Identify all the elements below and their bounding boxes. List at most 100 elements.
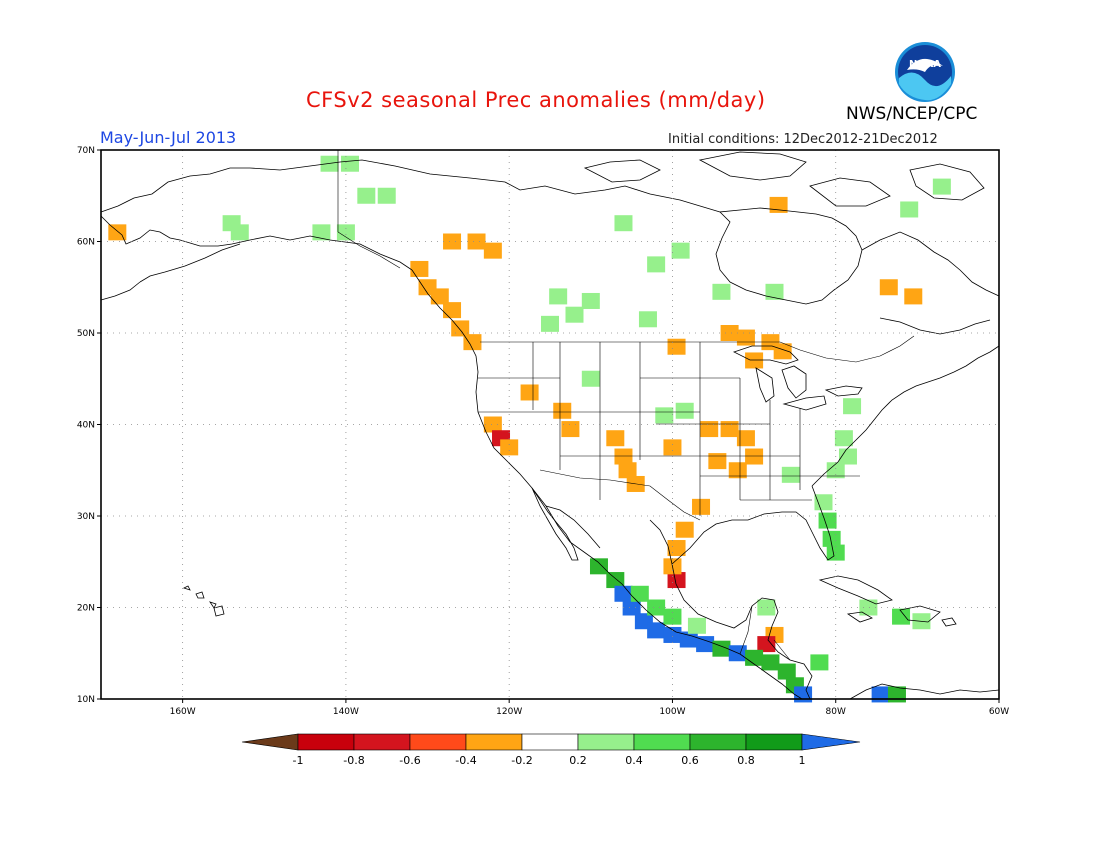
anomaly-cell xyxy=(720,421,739,438)
anomaly-cell xyxy=(622,599,641,616)
colorbar-segment xyxy=(689,733,747,751)
anomaly-cell xyxy=(687,617,706,634)
anomaly-cell xyxy=(892,608,911,625)
anomaly-cell xyxy=(647,256,666,273)
lon-tick-label: 60W xyxy=(989,707,1009,717)
colorbar-segment xyxy=(465,733,523,751)
anomaly-cell xyxy=(565,306,584,323)
colorbar-label: -0.6 xyxy=(399,754,420,767)
anomaly-cell xyxy=(818,512,837,529)
anomaly-cell xyxy=(773,343,792,360)
colorbar: -1 -0.8 -0.6 -0.4 -0.2 0.2 0.4 0.6 0.8 1 xyxy=(241,733,861,767)
anomaly-cell xyxy=(675,521,694,538)
anomaly-cell xyxy=(712,283,731,300)
anomaly-cell xyxy=(443,302,462,319)
anomaly-cell xyxy=(630,585,649,602)
anomaly-cell xyxy=(826,462,845,479)
anomaly-cell xyxy=(357,187,376,204)
anomaly-cell xyxy=(638,311,657,328)
colorbar-segment xyxy=(801,733,861,751)
lat-tick-label: 30N xyxy=(77,512,95,522)
colorbar-segment xyxy=(521,733,579,751)
lat-tick-label: 40N xyxy=(77,421,95,431)
anomaly-cell xyxy=(667,572,686,589)
anomaly-cell xyxy=(700,421,719,438)
anomaly-cell xyxy=(581,292,600,309)
lat-tick-label: 70N xyxy=(77,146,95,156)
anomaly-cell xyxy=(769,196,788,213)
anomaly-cell xyxy=(467,233,486,250)
anomaly-cell xyxy=(581,370,600,387)
anomaly-cell xyxy=(696,636,715,653)
colorbar-label: 0.4 xyxy=(625,754,643,767)
anomaly-cell xyxy=(500,439,519,456)
anomaly-cell xyxy=(757,599,776,616)
anomaly-cell xyxy=(859,599,878,616)
initial-conditions-label: Initial conditions: 12Dec2012-21Dec2012 xyxy=(668,132,938,147)
anomaly-cell xyxy=(675,402,694,419)
anomaly-cell xyxy=(745,352,764,369)
anomaly-cell xyxy=(606,572,625,589)
anomaly-cell xyxy=(728,462,747,479)
anomaly-cell xyxy=(312,224,331,241)
anomaly-cell xyxy=(667,540,686,557)
anomaly-cell xyxy=(761,654,780,671)
colorbar-segment xyxy=(745,733,803,751)
anomaly-cell xyxy=(834,430,853,447)
anomaly-cell xyxy=(663,439,682,456)
anomaly-cell xyxy=(561,421,580,438)
map-title: CFSv2 seasonal Prec anomalies (mm/day) xyxy=(306,88,766,112)
colorbar-segment xyxy=(409,733,467,751)
anomaly-cell xyxy=(932,178,951,195)
anomaly-cell xyxy=(336,224,355,241)
anomaly-cell xyxy=(794,686,813,703)
anomaly-cell xyxy=(692,498,711,515)
colorbar-label: 1 xyxy=(799,754,806,767)
lon-tick-label: 120W xyxy=(496,707,522,717)
anomaly-cell xyxy=(667,338,686,355)
anomaly-cell xyxy=(520,384,539,401)
anomaly-cell xyxy=(720,325,739,341)
colorbar-label: 0.8 xyxy=(737,754,755,767)
anomaly-cell xyxy=(736,329,755,346)
anomaly-cell xyxy=(671,242,690,259)
colorbar-label: -1 xyxy=(293,754,304,767)
colorbar-segment xyxy=(633,733,691,751)
anomaly-cell xyxy=(745,448,764,465)
anomaly-cell xyxy=(810,654,829,671)
anomaly-cell xyxy=(777,663,796,680)
anomaly-cell xyxy=(377,187,396,204)
anomaly-cell xyxy=(618,462,637,479)
season-label: May-Jun-Jul 2013 xyxy=(100,128,237,147)
anomaly-cell xyxy=(443,233,462,250)
anomaly-cell xyxy=(614,448,633,465)
anomaly-cell xyxy=(589,558,608,575)
colorbar-segment xyxy=(353,733,411,751)
anomaly-cell xyxy=(663,608,682,625)
anomaly-cell xyxy=(483,242,502,259)
anomaly-cell xyxy=(708,453,727,470)
anomaly-cell xyxy=(745,649,764,666)
anomaly-cells xyxy=(108,155,951,703)
colorbar-label: -0.2 xyxy=(511,754,532,767)
lat-tick-label: 50N xyxy=(77,329,95,339)
anomaly-cell xyxy=(663,626,682,643)
anomaly-cell xyxy=(483,416,502,433)
anomaly-cell xyxy=(838,448,857,465)
anomaly-cell xyxy=(549,288,568,305)
anomaly-cell xyxy=(230,224,249,241)
coastlines xyxy=(100,151,1000,700)
anomaly-cell xyxy=(541,315,559,332)
anomaly-cell xyxy=(655,407,674,424)
lon-tick-label: 140W xyxy=(333,707,359,717)
logo-text: NOAA xyxy=(909,59,941,70)
lat-tick-label: 20N xyxy=(77,604,95,614)
anomaly-cell xyxy=(430,288,449,305)
anomaly-cell xyxy=(822,530,841,547)
anomaly-cell xyxy=(814,494,833,511)
colorbar-label: 0.6 xyxy=(681,754,699,767)
anomaly-cell xyxy=(614,215,633,232)
lat-tick-label: 60N xyxy=(77,238,95,248)
anomaly-cell xyxy=(553,402,572,419)
anomaly-cell xyxy=(410,260,429,277)
